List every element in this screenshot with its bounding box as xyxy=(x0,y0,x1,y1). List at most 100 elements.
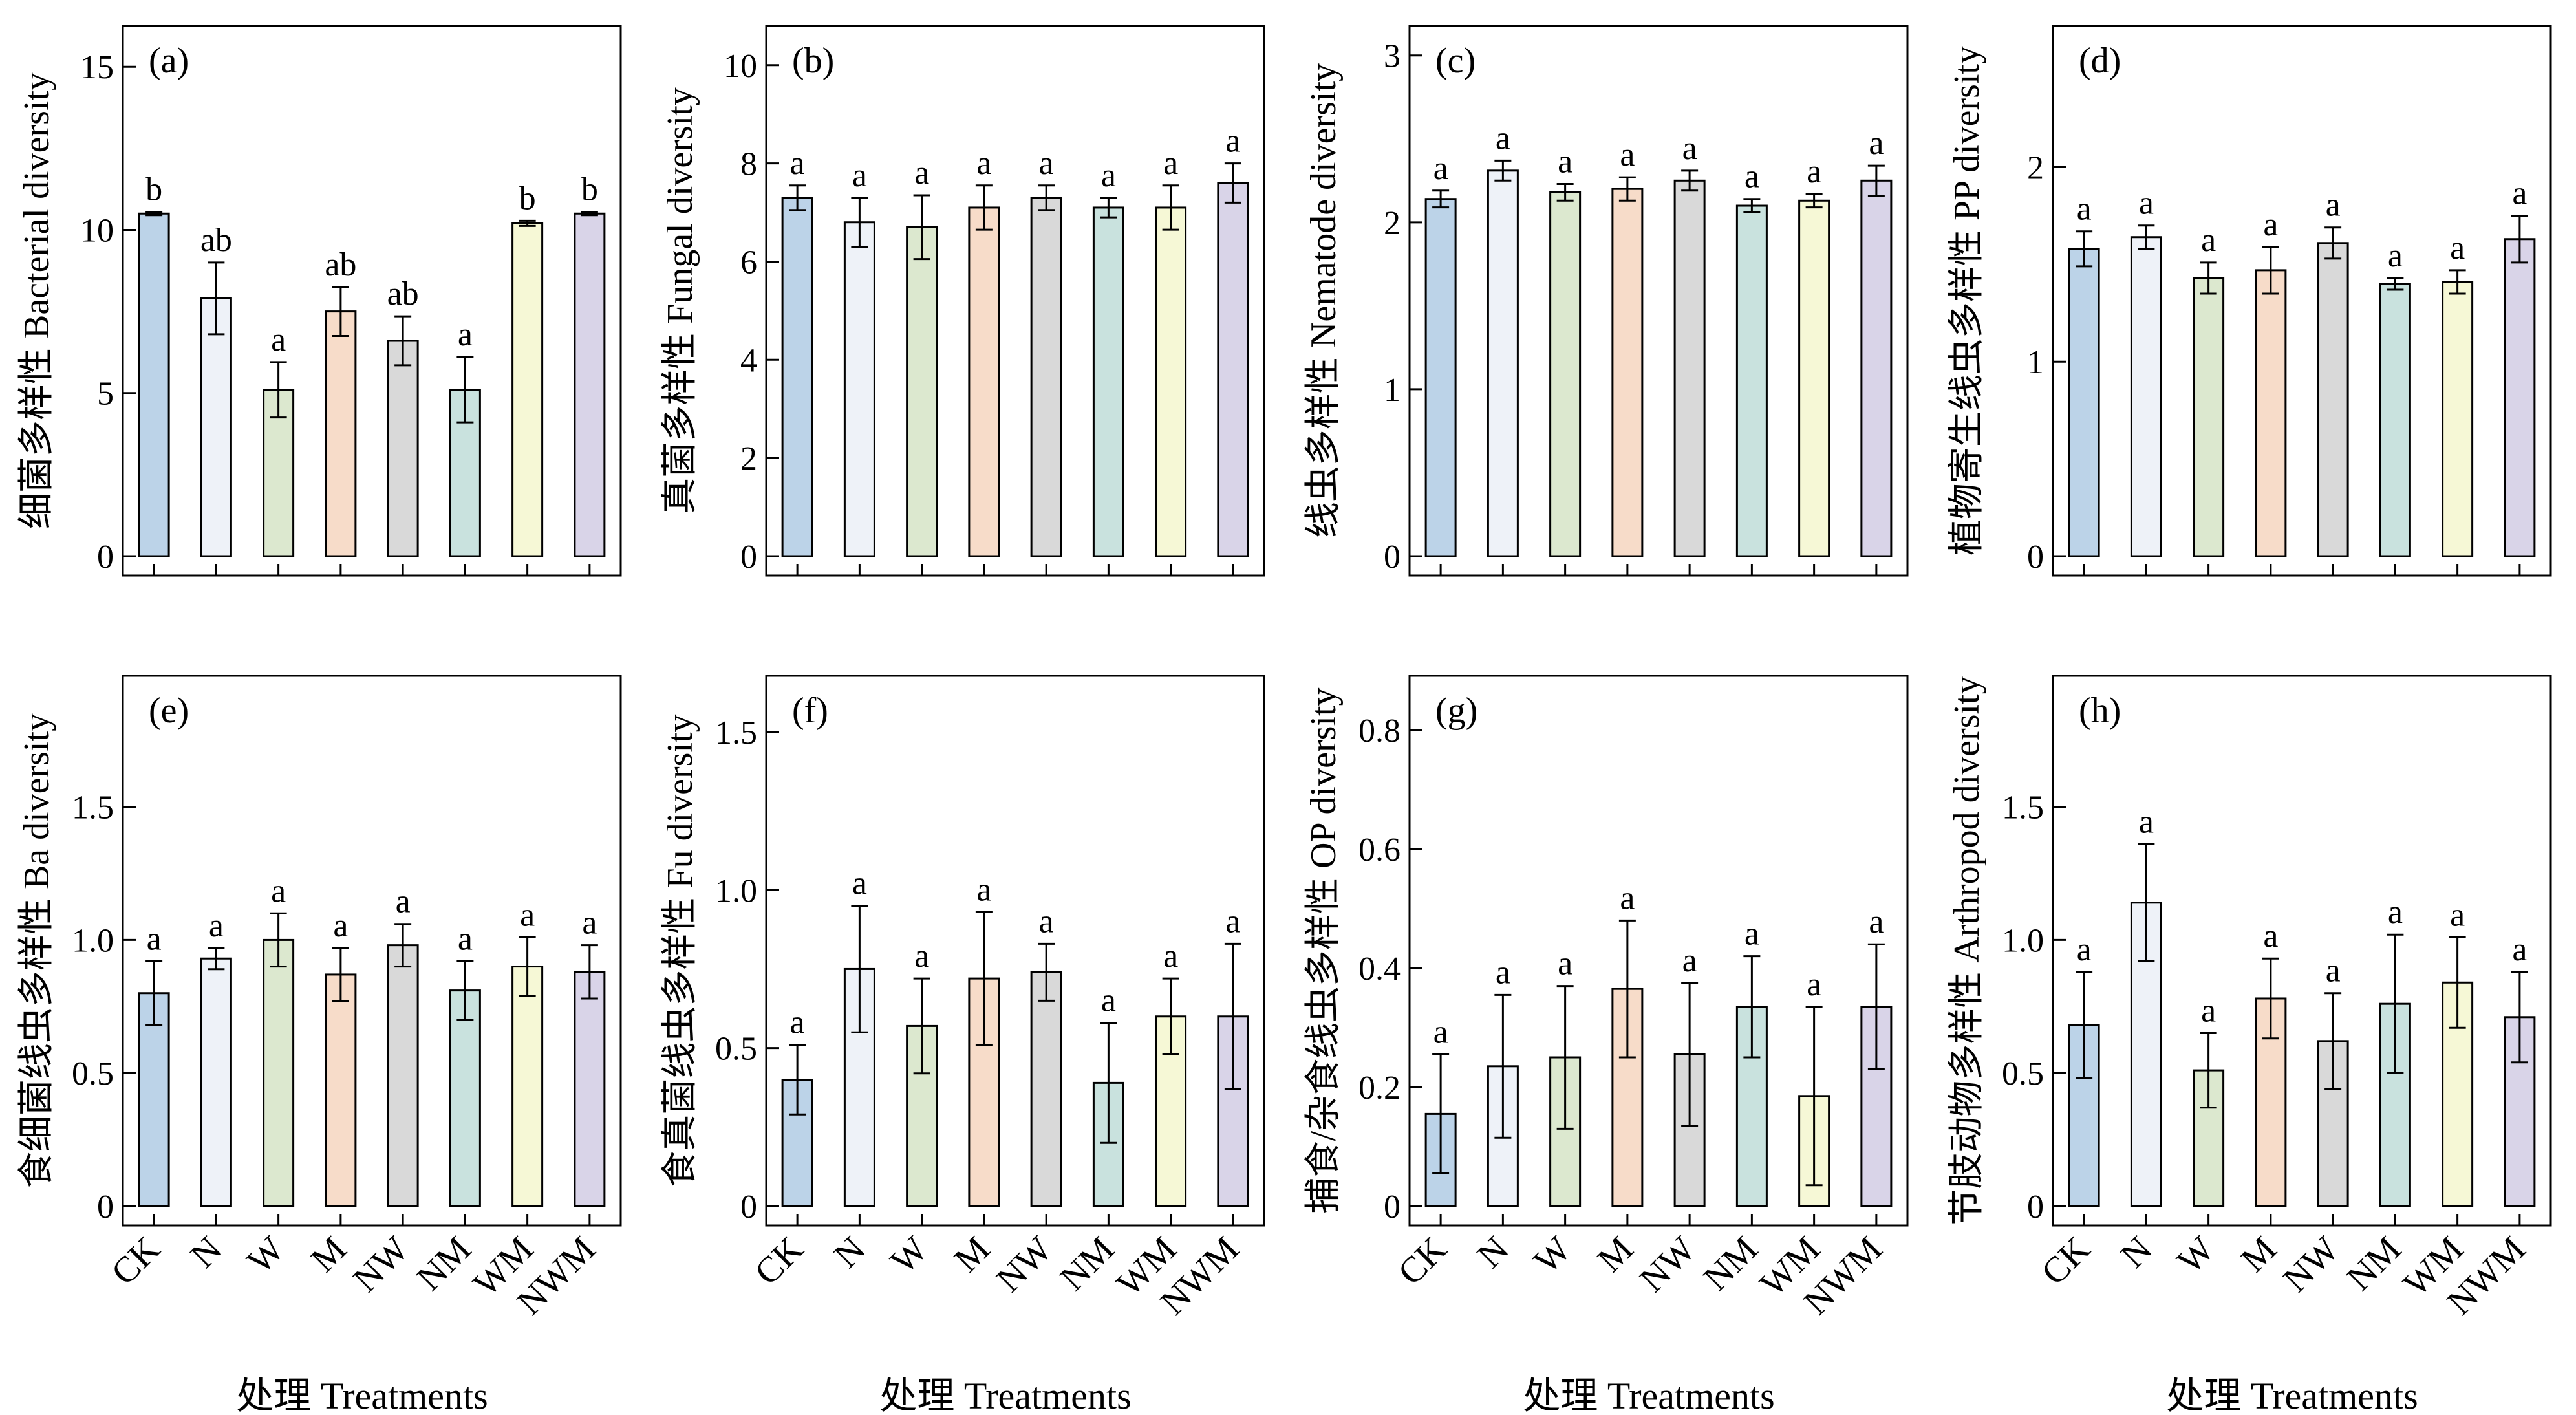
significance-label: a xyxy=(2450,230,2465,266)
category-label: N xyxy=(826,1229,873,1275)
significance-label: b xyxy=(519,180,536,217)
category-label: W xyxy=(240,1229,292,1281)
panel-frame xyxy=(122,25,622,577)
category-label: N xyxy=(1470,1229,1516,1275)
significance-label: a xyxy=(2512,175,2527,212)
category-label: W xyxy=(2170,1229,2222,1281)
significance-label: b xyxy=(145,171,162,208)
significance-label: a xyxy=(976,871,991,908)
bar-wm xyxy=(1798,199,1830,557)
y-tick-label: 0.5 xyxy=(2002,1055,2044,1092)
y-tick-label: 1.5 xyxy=(2002,790,2044,826)
category-label: N xyxy=(2113,1229,2160,1275)
significance-label: a xyxy=(2201,992,2216,1029)
panel-label: (b) xyxy=(792,41,834,81)
significance-label: ab xyxy=(200,222,232,259)
y-tick-label: 1 xyxy=(1384,372,1401,409)
significance-label: a xyxy=(1496,954,1510,991)
category-label: NW xyxy=(2276,1229,2347,1300)
bar-nm xyxy=(1092,206,1124,557)
bar-nm xyxy=(2379,283,2411,557)
panel-frame xyxy=(2052,675,2552,1227)
x-axis-label: 处理 Treatments xyxy=(1523,1375,1774,1415)
category-label: NM xyxy=(409,1229,479,1299)
y-tick-label: 5 xyxy=(97,376,114,413)
significance-label: a xyxy=(2139,185,2154,222)
significance-label: a xyxy=(1682,942,1697,979)
significance-label: a xyxy=(1496,120,1510,157)
bar-w xyxy=(906,226,938,557)
category-label: CK xyxy=(103,1229,167,1293)
bar-ck xyxy=(781,197,813,557)
significance-label: a xyxy=(1101,157,1116,194)
category-label: CK xyxy=(747,1229,811,1293)
y-axis-label: 食真菌线虫多样性 Fu diversity xyxy=(660,714,700,1187)
panel-e: (e)00.51.01.5aCKaNaWaMaNWaNMaWMaNWM食细菌线虫… xyxy=(17,675,622,1415)
y-axis-label: 食细菌线虫多样性 Ba diversity xyxy=(17,713,57,1188)
significance-label: a xyxy=(2326,187,2341,224)
significance-label: a xyxy=(2077,931,2092,968)
y-axis-label: 线虫多样性 Nematode diversity xyxy=(1304,63,1344,538)
significance-label: a xyxy=(852,157,867,194)
bar-w xyxy=(263,938,295,1207)
bar-n xyxy=(1487,169,1519,557)
significance-label: a xyxy=(458,316,473,353)
y-axis-label: 植物寄生线虫多样性 PP diversity xyxy=(1947,46,1987,556)
bar-nwm xyxy=(574,212,606,557)
significance-label: a xyxy=(914,155,929,191)
significance-label: a xyxy=(1225,123,1240,160)
significance-label: a xyxy=(1620,136,1635,173)
bar-n xyxy=(843,221,875,557)
significance-label: a xyxy=(1807,153,1821,190)
significance-label: a xyxy=(976,145,991,182)
significance-label: a xyxy=(1225,903,1240,940)
significance-label: a xyxy=(1807,966,1821,1003)
category-label: CK xyxy=(2034,1229,2098,1293)
panel-label: (h) xyxy=(2079,691,2121,731)
significance-label: a xyxy=(2388,237,2403,274)
y-tick-label: 3 xyxy=(1384,38,1401,75)
bar-nw xyxy=(387,944,419,1207)
significance-label: a xyxy=(1869,125,1884,162)
significance-label: a xyxy=(1039,903,1054,940)
category-label: NM xyxy=(1053,1229,1122,1299)
significance-label: a xyxy=(2077,191,2092,228)
bar-m xyxy=(2255,269,2287,557)
category-label: W xyxy=(1527,1229,1579,1281)
y-tick-label: 0.6 xyxy=(1358,832,1401,869)
significance-label: a xyxy=(396,883,411,920)
bar-nwm xyxy=(1860,179,1893,557)
significance-label: a xyxy=(1558,143,1572,180)
y-tick-label: 0 xyxy=(740,539,757,576)
bar-nw xyxy=(1030,197,1062,557)
significance-label: a xyxy=(1163,938,1178,975)
bar-wm xyxy=(1155,206,1187,557)
panel-frame xyxy=(1408,25,1909,577)
bar-ck xyxy=(138,212,170,557)
y-tick-label: 0 xyxy=(1384,539,1401,576)
y-tick-label: 0 xyxy=(97,539,114,576)
panel-frame xyxy=(2052,25,2552,577)
category-label: NW xyxy=(1633,1229,1704,1300)
panel-f: (f)00.51.01.5aCKaNaWaMaNWaNMaWMaNWM食真菌线虫… xyxy=(660,675,1265,1415)
significance-label: a xyxy=(147,920,162,957)
y-axis-label: 细菌多样性 Bacterial diversity xyxy=(17,72,57,529)
panel-c: (c) 0 1 2 3 a a a a a a a a 线虫多样性 Nematode diversity xyxy=(1304,25,1909,577)
significance-label: ab xyxy=(325,246,356,283)
bar-nw xyxy=(1673,179,1706,557)
y-tick-label: 4 xyxy=(740,342,757,379)
panel-frame xyxy=(765,25,1265,577)
significance-label: a xyxy=(2201,222,2216,259)
y-tick-label: 10 xyxy=(724,48,757,85)
panel-label: (f) xyxy=(792,691,828,731)
x-axis-label: 处理 Treatments xyxy=(2166,1375,2418,1415)
y-tick-label: 0.2 xyxy=(1358,1070,1401,1107)
bar-nw xyxy=(2317,242,2349,557)
significance-label: a xyxy=(458,920,473,957)
significance-label: a xyxy=(2512,931,2527,968)
category-label: CK xyxy=(1390,1229,1454,1293)
significance-label: a xyxy=(333,907,348,944)
significance-label: a xyxy=(520,896,535,933)
significance-label: ab xyxy=(387,275,419,312)
